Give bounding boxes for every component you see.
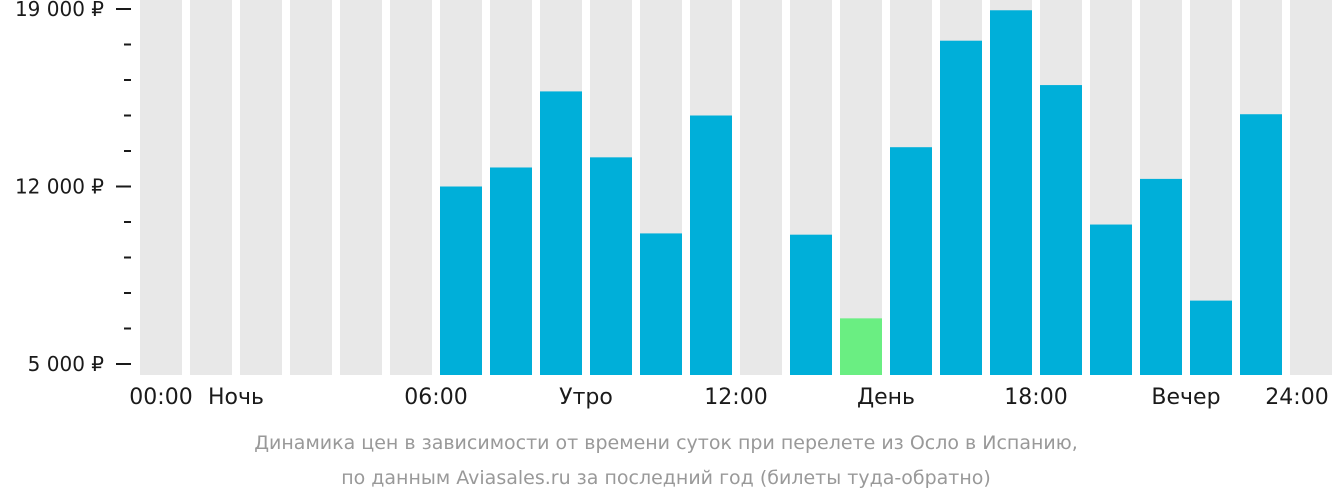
bar-1700 [990, 10, 1032, 376]
background-bar-0100 [190, 0, 232, 375]
bar-2100 [1190, 300, 1232, 375]
bar-2000 [1140, 178, 1182, 375]
background-bar-0000 [140, 0, 182, 375]
background-bar-2300 [1290, 0, 1332, 375]
data-bars [440, 10, 1282, 376]
background-bar-1400 [840, 0, 882, 375]
bar-1800 [1040, 85, 1082, 376]
x-tick-label: 06:00 [404, 385, 467, 410]
price-by-hour-chart: 5 000 ₽ 12 000 ₽ 19 000 ₽ 00:00 Ночь 06:00 Ут… [15, 0, 1332, 410]
bar-1900 [1090, 224, 1132, 375]
y-tick-label: 12 000 ₽ [15, 175, 104, 199]
bar-1500 [890, 147, 932, 375]
background-bar-0200 [240, 0, 282, 375]
background-bar-0400 [340, 0, 382, 375]
y-tick-label: 5 000 ₽ [28, 352, 105, 376]
bar-0600 [440, 186, 482, 375]
background-bar-0500 [390, 0, 432, 375]
background-bar-0300 [290, 0, 332, 375]
chart-caption-line-2: по данным Aviasales.ru за последний год … [341, 467, 991, 489]
bar-1400 [840, 318, 882, 375]
bar-2200 [1240, 114, 1282, 375]
x-axis: 00:00 Ночь 06:00 Утро 12:00 День 18:00 Вечер 24:… [129, 385, 1328, 410]
x-tick-label: 12:00 [704, 385, 767, 410]
background-bar-1200 [740, 0, 782, 375]
x-tick-label: День [857, 385, 915, 410]
x-tick-label: Вечер [1151, 385, 1220, 410]
bar-1300 [790, 234, 832, 375]
bar-1600 [940, 40, 982, 375]
chart-caption-line-1: Динамика цен в зависимости от времени су… [254, 432, 1078, 454]
y-axis: 5 000 ₽ 12 000 ₽ 19 000 ₽ [15, 0, 131, 376]
x-tick-label: Утро [559, 385, 613, 410]
bar-1000 [640, 233, 682, 375]
x-tick-label: 00:00 [129, 385, 192, 410]
x-tick-label: 18:00 [1004, 385, 1067, 410]
x-tick-label: Ночь [208, 385, 264, 410]
bar-1100 [690, 115, 732, 375]
x-tick-label: 24:00 [1265, 385, 1328, 410]
bar-0800 [540, 91, 582, 376]
y-tick-label: 19 000 ₽ [15, 0, 104, 21]
bar-0900 [590, 157, 632, 375]
bar-0700 [490, 167, 532, 375]
